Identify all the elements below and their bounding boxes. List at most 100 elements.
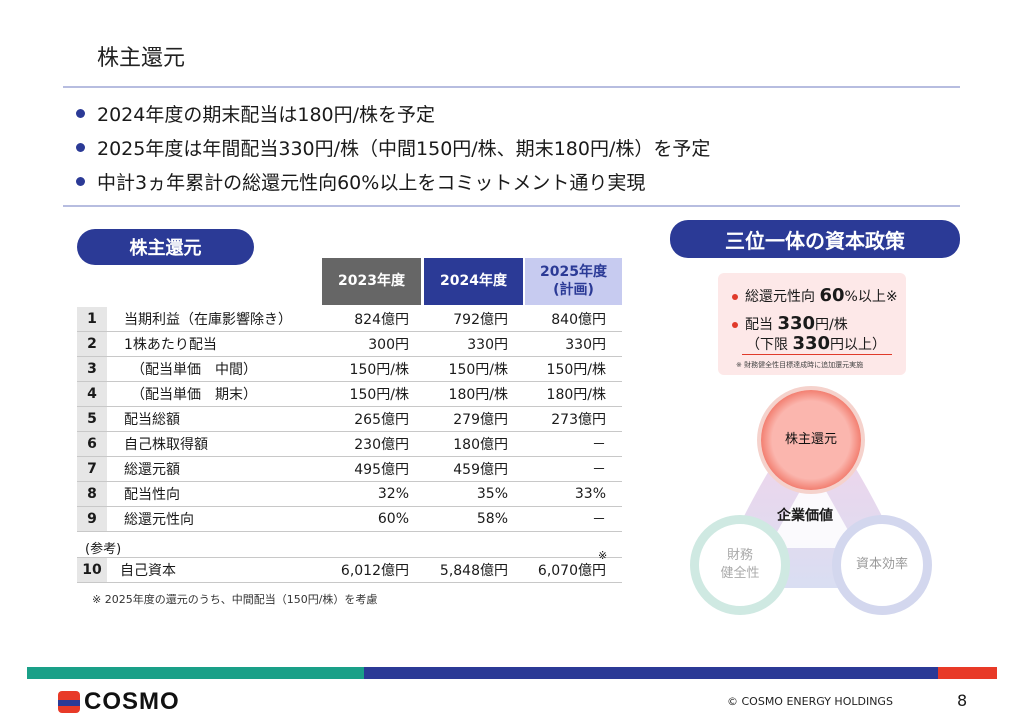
row-label: 自己資本 xyxy=(120,563,176,579)
bullet-item: 中計3ヵ年累計の総還元性向60%以上をコミットメント通り実現 xyxy=(76,164,710,198)
policy-payout-line: 総還元性向 60%以上※ xyxy=(732,285,898,306)
row-number: 1 xyxy=(77,307,107,331)
table-row: 8 配当性向 32% 35% 33% xyxy=(77,482,622,507)
policy-text: 円以上） xyxy=(830,337,887,353)
header-2024: 2024年度 xyxy=(424,258,523,305)
table-row: 4 （配当単価 期末） 150円/株 180円/株 180円/株 xyxy=(77,382,622,407)
cell-2025: － xyxy=(592,512,606,528)
table-row: 2 1株あたり配当 300円 330円 330円 xyxy=(77,332,622,357)
row-number: 8 xyxy=(77,482,107,506)
table-row: 1 当期利益（在庫影響除き） 824億円 792億円 840億円 xyxy=(77,307,622,332)
shareholder-return-heading: 株主還元 xyxy=(77,229,254,265)
cell-2023: 150円/株 xyxy=(349,387,409,403)
circle-capital-efficiency: 資本効率 xyxy=(832,515,932,615)
bottom-divider xyxy=(63,205,960,207)
reference-label: (参考) xyxy=(85,542,122,557)
cell-2023: 150円/株 xyxy=(349,362,409,378)
row-label: 配当総額 xyxy=(124,412,180,428)
policy-text: 円/株 xyxy=(815,317,848,333)
policy-floor-line: （下限 330円以上） xyxy=(746,333,886,354)
cell-2025: 150円/株 xyxy=(546,362,606,378)
policy-value: 330 xyxy=(792,333,831,354)
cell-2024: 792億円 xyxy=(453,312,508,328)
policy-note: ※ 財務健全性目標達成時に追加還元実施 xyxy=(736,361,864,369)
note-mark: ※ xyxy=(598,549,608,562)
policy-text: 配当 xyxy=(745,317,778,333)
row-label: （配当単価 期末） xyxy=(124,387,257,403)
bullet-text: 中計3ヵ年累計の総還元性向60%以上をコミットメント通り実現 xyxy=(97,171,646,194)
cell-2024: 35% xyxy=(476,486,508,502)
policy-value: 60 xyxy=(819,285,845,306)
bullet-dot-icon xyxy=(76,176,85,186)
row-label: 総還元性向 xyxy=(124,512,194,528)
row-number: 2 xyxy=(77,332,107,356)
row-label: 配当性向 xyxy=(124,487,180,503)
cell-2023: 824億円 xyxy=(354,312,409,328)
row-label: 総還元額 xyxy=(124,462,180,478)
cell-2025: － xyxy=(592,462,606,478)
row-label: （配当単価 中間） xyxy=(124,362,257,378)
bullet-item: 2025年度は年間配当330円/株（中間150円/株、期末180円/株）を予定 xyxy=(76,130,710,164)
cell-2024: 459億円 xyxy=(453,462,508,478)
circle-financial-health: 財務 健全性 xyxy=(690,515,790,615)
cell-2025: 180円/株 xyxy=(546,387,606,403)
footer-band-green xyxy=(27,667,364,679)
row-label: 自己株取得額 xyxy=(124,437,208,453)
bullet-item: 2024年度の期末配当は180円/株を予定 xyxy=(76,96,710,130)
red-dot-icon xyxy=(732,294,738,300)
corporate-value-label: 企業価値 xyxy=(777,508,833,524)
bullet-dot-icon xyxy=(76,142,85,152)
table-row-equity: 10 自己資本 6,012億円 5,848億円 6,070億円 xyxy=(77,557,622,583)
cell-2023: 230億円 xyxy=(354,437,409,453)
policy-underline xyxy=(742,354,892,355)
cell-2024: 330円 xyxy=(467,337,508,353)
row-number: 7 xyxy=(77,457,107,481)
cell-2024: 58% xyxy=(476,511,508,527)
policy-dividend-line: 配当 330円/株 xyxy=(732,313,848,334)
policy-text: （下限 xyxy=(746,337,793,353)
cell-2023: 300円 xyxy=(368,337,409,353)
cell-2025: 6,070億円 xyxy=(537,563,606,579)
top-divider xyxy=(63,86,960,88)
cell-2025: 33% xyxy=(574,486,606,502)
page-title: 株主還元 xyxy=(97,46,186,71)
footer-band-red xyxy=(938,667,997,679)
cosmo-logo: COSMO xyxy=(58,688,180,716)
policy-text: 総還元性向 xyxy=(745,289,820,305)
table-row: 3 （配当単価 中間） 150円/株 150円/株 150円/株 xyxy=(77,357,622,382)
cell-2023: 495億円 xyxy=(354,462,409,478)
cell-2025: 840億円 xyxy=(551,312,606,328)
cell-2023: 6,012億円 xyxy=(340,563,409,579)
header-2025-plan: 2025年度 (計画) xyxy=(525,258,622,305)
bullet-text: 2024年度の期末配当は180円/株を予定 xyxy=(97,103,436,126)
logo-text: COSMO xyxy=(84,688,180,715)
cell-2024: 180円/株 xyxy=(448,387,508,403)
row-number: 3 xyxy=(77,357,107,381)
cell-2023: 32% xyxy=(377,486,409,502)
table-body: 1 当期利益（在庫影響除き） 824億円 792億円 840億円 2 1株あたり配当 300円… xyxy=(77,307,622,532)
triangle-inner xyxy=(768,468,858,548)
header-2023: 2023年度 xyxy=(322,258,421,305)
bullet-dot-icon xyxy=(76,108,85,118)
cell-2025: － xyxy=(592,437,606,453)
row-number: 10 xyxy=(77,558,107,582)
row-label: 当期利益（在庫影響除き） xyxy=(124,312,292,328)
cell-2024: 279億円 xyxy=(453,412,508,428)
table-row: 9 総還元性向 60% 58% － xyxy=(77,507,622,532)
copyright: © COSMO ENERGY HOLDINGS xyxy=(727,695,893,708)
page-number: 8 xyxy=(957,691,968,710)
circle-shareholder-return: 株主還元 xyxy=(761,390,861,490)
header-2025-text: 2025年度 (計画) xyxy=(540,264,607,298)
bullet-text: 2025年度は年間配当330円/株（中間150円/株、期末180円/株）を予定 xyxy=(97,137,711,160)
row-number: 9 xyxy=(77,507,107,531)
cell-2024: 180億円 xyxy=(453,437,508,453)
cell-2024: 5,848億円 xyxy=(439,563,508,579)
cell-2025: 273億円 xyxy=(551,412,606,428)
policy-box: 総還元性向 60%以上※ 配当 330円/株 （下限 330円以上） ※ 財務健… xyxy=(718,273,906,375)
row-number: 4 xyxy=(77,382,107,406)
red-dot-icon xyxy=(732,322,738,328)
bullet-list: 2024年度の期末配当は180円/株を予定 2025年度は年間配当330円/株（… xyxy=(76,96,710,198)
row-label: 1株あたり配当 xyxy=(124,337,217,353)
cosmo-logo-icon xyxy=(58,691,80,713)
table-row: 5 配当総額 265億円 279億円 273億円 xyxy=(77,407,622,432)
